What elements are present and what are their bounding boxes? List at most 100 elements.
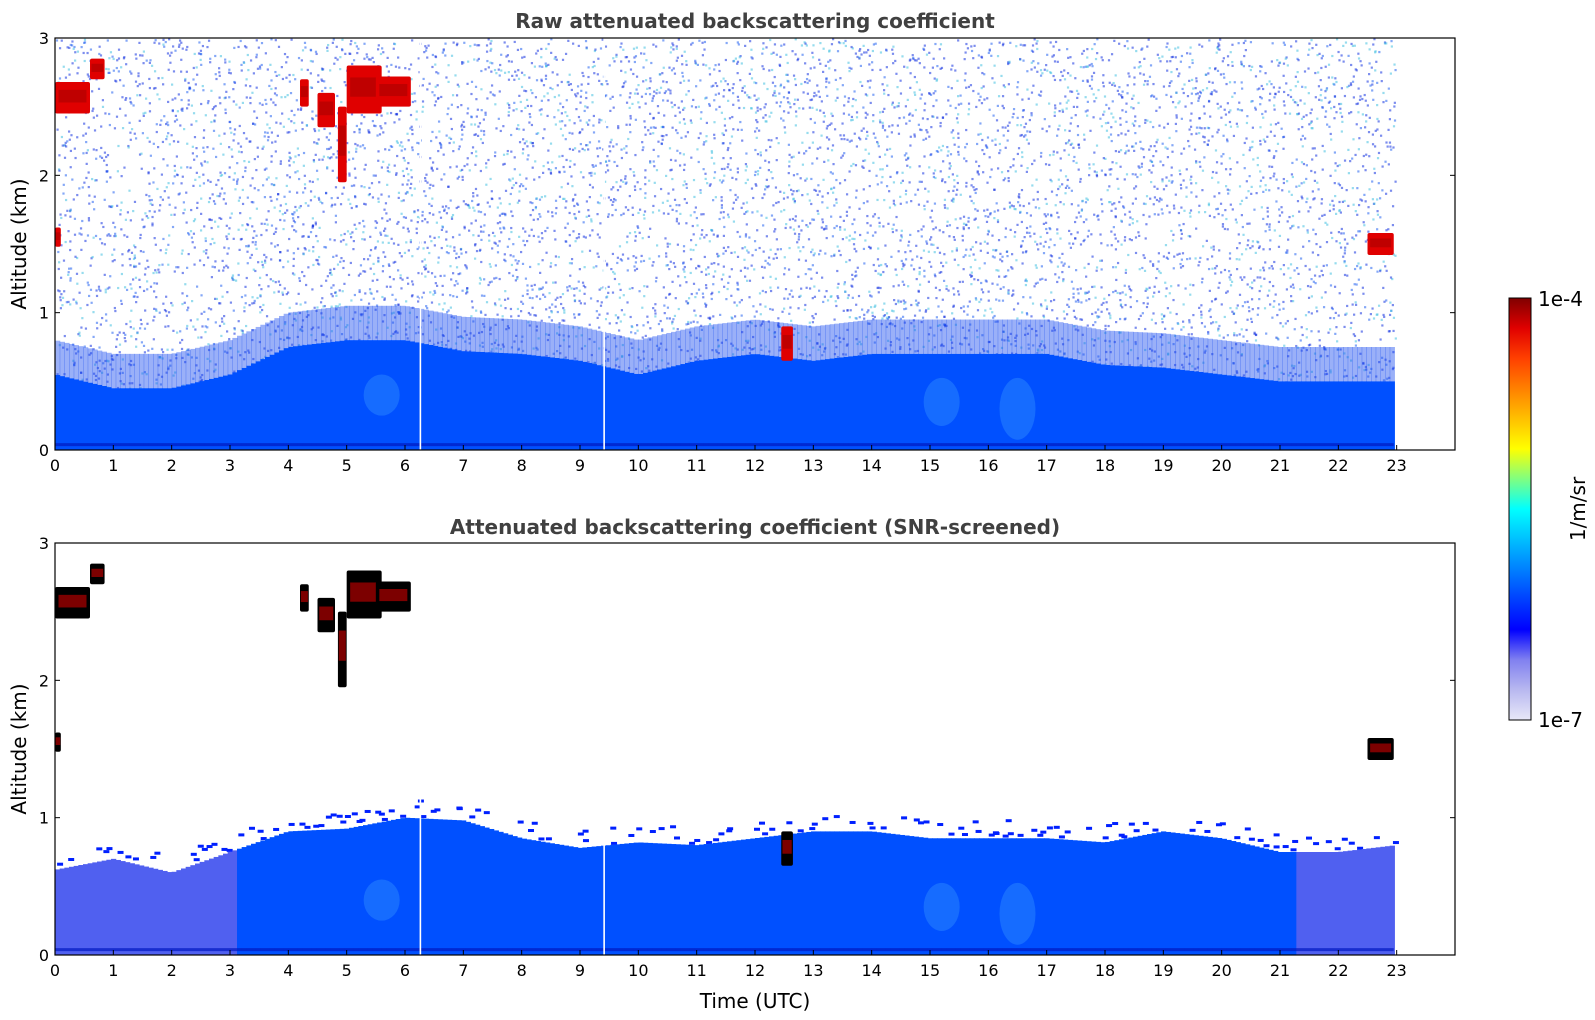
noise-speckle	[394, 65, 398, 68]
noise-speckle	[562, 339, 565, 342]
noise-speckle	[470, 222, 473, 225]
noise-speckle	[113, 248, 116, 251]
noise-speckle	[64, 141, 67, 144]
noise-speckle	[815, 108, 818, 111]
noise-speckle	[831, 172, 834, 175]
noise-speckle	[200, 212, 203, 215]
noise-speckle	[742, 106, 746, 110]
noise-speckle	[764, 159, 767, 162]
noise-speckle	[761, 320, 765, 323]
noise-speckle	[69, 267, 73, 270]
noise-speckle	[207, 343, 210, 346]
noise-speckle	[208, 218, 212, 221]
noise-speckle	[130, 309, 133, 312]
transition-band	[484, 317, 490, 353]
noise-speckle	[885, 49, 888, 52]
noise-speckle	[139, 250, 143, 253]
noise-speckle	[877, 291, 880, 294]
noise-speckle	[651, 211, 655, 214]
noise-speckle	[396, 222, 399, 225]
boundary-layer-column	[661, 368, 667, 450]
noise-speckle	[257, 46, 260, 49]
noise-speckle	[243, 61, 246, 64]
noise-speckle	[609, 97, 612, 100]
noise-speckle	[565, 158, 568, 162]
noise-speckle	[181, 109, 184, 112]
noise-speckle	[808, 354, 812, 357]
noise-speckle	[221, 295, 224, 298]
noise-speckle	[78, 334, 81, 337]
noise-speckle	[699, 132, 702, 135]
transition-band	[708, 324, 714, 360]
noise-speckle	[778, 63, 781, 66]
noise-speckle	[801, 353, 805, 356]
noise-speckle	[506, 54, 509, 57]
noise-speckle	[859, 352, 863, 355]
noise-speckle	[692, 282, 696, 285]
noise-speckle	[100, 371, 104, 374]
boundary-layer-column	[372, 340, 378, 450]
noise-speckle	[560, 80, 563, 84]
noise-speckle	[744, 181, 747, 185]
noise-speckle	[861, 165, 864, 168]
noise-speckle	[134, 137, 138, 140]
noise-speckle	[300, 59, 303, 62]
noise-speckle	[394, 330, 398, 333]
noise-speckle	[833, 318, 836, 321]
noise-speckle	[421, 210, 424, 214]
noise-speckle	[229, 347, 232, 350]
noise-speckle	[844, 290, 847, 293]
noise-speckle	[596, 201, 600, 204]
noise-speckle	[479, 210, 483, 214]
noise-speckle	[485, 301, 489, 304]
noise-speckle	[374, 308, 377, 311]
noise-speckle	[744, 169, 747, 172]
noise-speckle	[167, 182, 170, 185]
noise-speckle	[251, 91, 254, 94]
noise-speckle	[397, 312, 401, 315]
noise-speckle	[281, 291, 284, 294]
noise-speckle	[864, 93, 867, 96]
noise-speckle	[750, 187, 754, 190]
noise-speckle	[422, 247, 425, 250]
noise-speckle	[445, 212, 449, 215]
noise-speckle	[789, 226, 792, 229]
noise-speckle	[62, 346, 65, 349]
noise-speckle	[737, 43, 740, 46]
noise-speckle	[208, 197, 212, 200]
noise-speckle	[162, 237, 165, 241]
noise-speckle	[706, 182, 709, 185]
noise-speckle	[516, 307, 520, 311]
noise-speckle	[751, 211, 754, 214]
transition-band	[540, 322, 546, 357]
noise-speckle	[229, 216, 232, 219]
noise-speckle	[384, 234, 387, 237]
noise-speckle	[651, 99, 654, 103]
noise-speckle	[760, 265, 764, 269]
noise-speckle	[756, 170, 760, 173]
noise-speckle	[478, 344, 482, 347]
noise-speckle	[805, 177, 808, 180]
noise-speckle	[452, 295, 455, 298]
noise-speckle	[160, 173, 164, 176]
noise-speckle	[744, 233, 748, 236]
noise-speckle	[284, 211, 287, 214]
noise-speckle	[118, 351, 121, 354]
noise-speckle	[384, 255, 387, 258]
noise-speckle	[801, 194, 804, 197]
noise-speckle	[678, 164, 682, 167]
noise-speckle	[115, 338, 118, 341]
noise-speckle	[124, 114, 127, 117]
noise-speckle	[118, 107, 122, 110]
boundary-layer-column	[881, 353, 887, 450]
noise-speckle	[510, 60, 513, 63]
noise-speckle	[726, 287, 729, 291]
noise-speckle	[473, 244, 477, 247]
noise-speckle	[813, 295, 817, 298]
boundary-layer-column	[736, 355, 742, 450]
noise-speckle	[493, 154, 497, 158]
noise-speckle	[555, 332, 559, 335]
noise-speckle	[662, 286, 665, 289]
noise-speckle	[767, 168, 770, 172]
noise-speckle	[818, 289, 821, 292]
